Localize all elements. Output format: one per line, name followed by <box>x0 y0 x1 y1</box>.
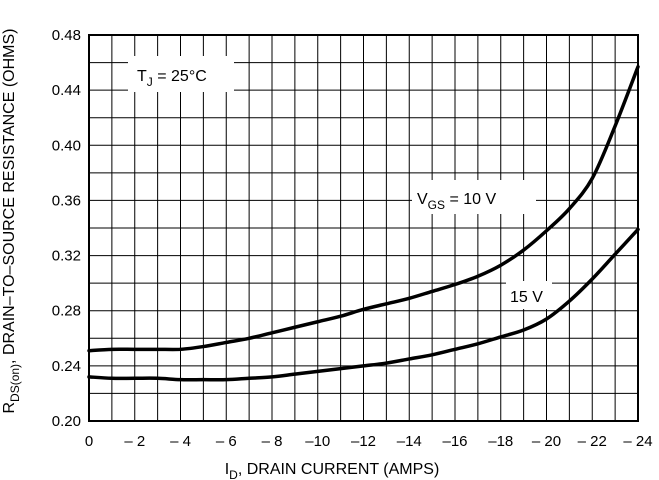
x-tick-label: – 22 <box>578 433 607 450</box>
y-tick-label: 0.36 <box>52 192 81 209</box>
grid-lines <box>88 34 639 422</box>
y-tick-label: 0.48 <box>52 27 81 44</box>
annotation-background <box>128 56 234 92</box>
x-tick-label: – 20 <box>532 433 561 450</box>
plot-frame <box>88 34 639 422</box>
x-tick-labels: 0 – 2 – 4 – 6 – 8 –10 –12 –14 –16 –18 – 20 – 22 – 24 <box>85 433 653 450</box>
series-label-10v: VGS = 10 V <box>417 191 496 212</box>
series-label-15v-background <box>506 281 552 309</box>
y-tick-labels: 0.20 0.24 0.28 0.32 0.36 0.40 0.44 0.48 <box>52 27 81 430</box>
y-tick-label: 0.20 <box>52 413 81 430</box>
data-curves <box>87 64 640 382</box>
x-tick-label: –18 <box>488 433 513 450</box>
x-tick-label: –12 <box>351 433 376 450</box>
x-tick-label: – 2 <box>124 433 145 450</box>
y-tick-label: 0.24 <box>52 358 81 375</box>
series-label-10v-background <box>412 180 536 214</box>
x-tick-label: – 6 <box>216 433 237 450</box>
x-tick-label: 0 <box>85 433 93 450</box>
series-line-vgs-15v <box>87 227 640 382</box>
x-tick-label: – 24 <box>623 433 652 450</box>
y-axis-label: RDS(on), DRAIN–TO–SOURCE RESISTANCE (OHM… <box>1 28 22 413</box>
x-tick-label: –14 <box>397 433 422 450</box>
x-tick-label: –16 <box>442 433 467 450</box>
x-tick-label: – 8 <box>262 433 283 450</box>
series-line-vgs-10v <box>87 64 640 353</box>
y-tick-label: 0.40 <box>52 137 81 154</box>
x-tick-label: –10 <box>305 433 330 450</box>
y-tick-label: 0.44 <box>52 82 81 99</box>
x-tick-label: – 4 <box>170 433 191 450</box>
y-tick-label: 0.28 <box>52 303 81 320</box>
x-axis-label: ID, DRAIN CURRENT (AMPS) <box>225 461 440 480</box>
junction-temp-annotation: TJ = 25°C <box>137 68 207 89</box>
y-tick-label: 0.32 <box>52 248 81 265</box>
series-label-15v: 15 V <box>510 289 543 306</box>
